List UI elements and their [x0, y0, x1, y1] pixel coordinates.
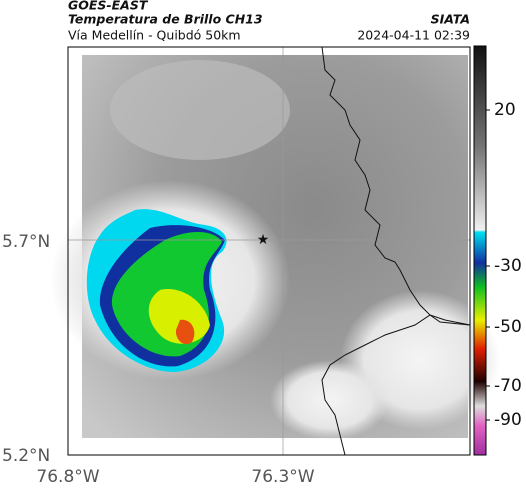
colorbar-tick-label: -70: [494, 376, 522, 396]
source: SIATA: [431, 12, 470, 27]
colorbar-tick-label: -30: [494, 256, 522, 276]
colorbar: [473, 45, 487, 456]
colorbar-tick-label: -50: [494, 317, 522, 337]
lon-label: 76.8°W: [36, 467, 99, 487]
svg-text:★: ★: [257, 232, 270, 248]
lat-label: 5.7°N: [2, 232, 50, 252]
colorbar-tick-label: 20: [494, 100, 516, 120]
lat-label: 5.2°N: [2, 446, 50, 466]
route: Vía Medellín - Quibdó 50km: [68, 28, 241, 43]
satellite: GOES-EAST: [68, 0, 149, 13]
colorbar-ticks: 20 -30 -50 -70 -90: [486, 100, 522, 430]
lon-label: 76.3°W: [251, 467, 314, 487]
product: Temperatura de Brillo CH13: [68, 12, 263, 27]
map: ★: [50, 46, 500, 456]
colorbar-tick-label: -90: [494, 410, 522, 430]
datetime: 2024-04-11 02:39: [357, 28, 470, 43]
